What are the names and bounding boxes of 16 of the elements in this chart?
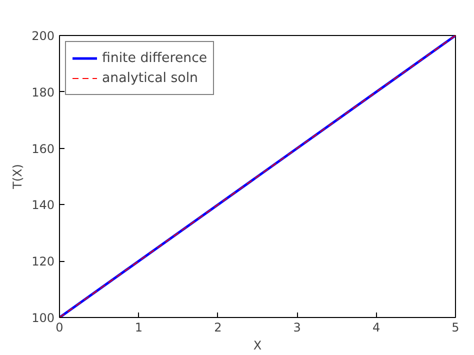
y-tick-label: 140: [32, 198, 54, 212]
y-tick-label: 160: [32, 142, 54, 156]
legend-label: analytical soln: [102, 70, 198, 86]
x-tick-label: 4: [372, 320, 380, 334]
y-tick-label: 200: [32, 29, 54, 43]
x-axis-title: X: [253, 338, 262, 352]
legend-label: finite difference: [102, 50, 208, 66]
x-tick-label: 1: [134, 320, 143, 334]
x-tick-label: 3: [293, 320, 301, 334]
y-axis-title: T(X): [10, 164, 25, 190]
x-tick-label: 2: [214, 320, 222, 334]
y-tick-label: 100: [32, 311, 54, 325]
x-tick-label: 5: [452, 320, 460, 334]
y-tick-label: 180: [32, 85, 54, 100]
x-tick-label: 0: [56, 320, 64, 334]
y-tick-label: 120: [32, 254, 54, 269]
